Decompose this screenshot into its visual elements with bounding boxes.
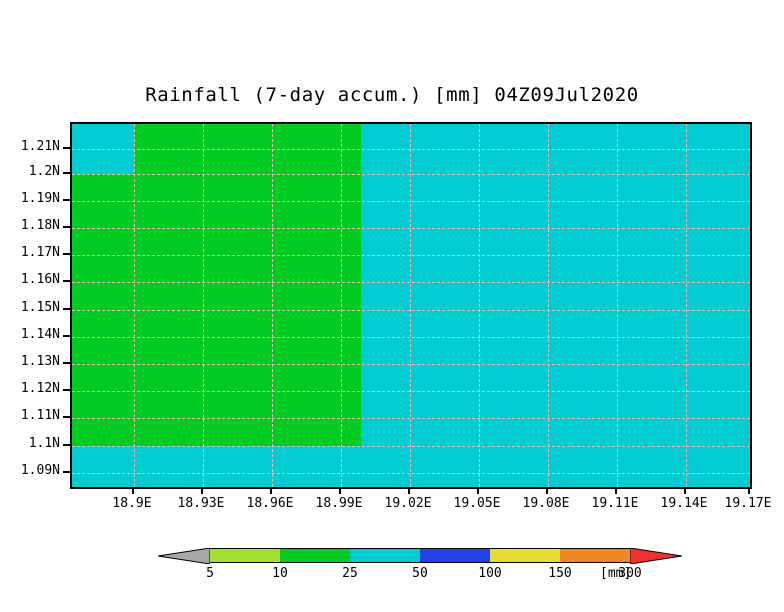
gridline-horizontal bbox=[72, 473, 750, 474]
colorbar-segment bbox=[210, 548, 280, 563]
colorbar-tick-label: 10 bbox=[272, 566, 288, 581]
x-axis-tick-mark bbox=[546, 487, 548, 494]
y-axis-tick-mark bbox=[63, 416, 70, 418]
x-axis-tick-label: 18.96E bbox=[246, 496, 294, 511]
colorbar-overflow-arrow bbox=[630, 548, 682, 564]
y-axis-tick-label: 1.19N bbox=[20, 191, 60, 206]
colorbar-segment bbox=[350, 548, 420, 563]
y-axis-tick-mark bbox=[63, 471, 70, 473]
x-axis-tick-label: 19.08E bbox=[522, 496, 570, 511]
x-axis-tick-mark bbox=[684, 487, 686, 494]
y-axis-tick-mark bbox=[63, 308, 70, 310]
gridline-vertical bbox=[548, 124, 549, 487]
gridline-vertical bbox=[341, 124, 342, 487]
gridline-horizontal bbox=[72, 228, 750, 229]
x-axis-tick-mark bbox=[748, 487, 750, 494]
colorbar-segment bbox=[420, 548, 490, 563]
gridline-horizontal bbox=[72, 174, 750, 175]
y-axis-tick-label: 1.1N bbox=[28, 436, 60, 451]
x-axis-tick-mark bbox=[408, 487, 410, 494]
y-axis-tick-label: 1.18N bbox=[20, 218, 60, 233]
colorbar-tick-label: 150 bbox=[548, 566, 572, 581]
y-axis-tick-mark bbox=[63, 389, 70, 391]
colorbar-underflow-arrow bbox=[158, 548, 210, 564]
y-axis-tick-mark bbox=[63, 226, 70, 228]
x-axis-tick-label: 18.99E bbox=[315, 496, 363, 511]
colorbar-segment bbox=[280, 548, 350, 563]
gridline-horizontal bbox=[72, 418, 750, 419]
y-axis-tick-label: 1.2N bbox=[28, 164, 60, 179]
y-axis-tick-label: 1.14N bbox=[20, 327, 60, 342]
x-axis-tick-mark bbox=[339, 487, 341, 494]
gridline-horizontal bbox=[72, 446, 750, 447]
colorbar-segment bbox=[560, 548, 630, 563]
x-axis-tick-mark bbox=[132, 487, 134, 494]
colorbar-tick-label: 5 bbox=[206, 566, 214, 581]
x-axis-tick-label: 19.14E bbox=[660, 496, 708, 511]
gridline-horizontal bbox=[72, 310, 750, 311]
gridline-horizontal bbox=[72, 255, 750, 256]
y-axis-tick-label: 1.21N bbox=[20, 139, 60, 154]
gridline-vertical bbox=[617, 124, 618, 487]
plot-area[interactable] bbox=[70, 122, 752, 489]
x-axis-tick-label: 18.93E bbox=[177, 496, 225, 511]
gridline-horizontal bbox=[72, 364, 750, 365]
gridline-vertical bbox=[750, 124, 751, 487]
y-axis-tick-mark bbox=[63, 147, 70, 149]
x-axis-tick-mark bbox=[270, 487, 272, 494]
y-axis-tick-mark bbox=[63, 253, 70, 255]
x-axis-tick-mark bbox=[201, 487, 203, 494]
x-axis-tick-label: 19.17E bbox=[724, 496, 772, 511]
y-axis-tick-mark bbox=[63, 280, 70, 282]
gridline-horizontal bbox=[72, 282, 750, 283]
x-axis-tick-label: 18.9E bbox=[112, 496, 152, 511]
gridline-horizontal bbox=[72, 201, 750, 202]
y-axis-tick-mark bbox=[63, 444, 70, 446]
y-axis-tick-label: 1.09N bbox=[20, 463, 60, 478]
x-axis-tick-mark bbox=[477, 487, 479, 494]
colorbar-tick-label: 50 bbox=[412, 566, 428, 581]
x-axis-tick-label: 19.05E bbox=[453, 496, 501, 511]
y-axis-tick-mark bbox=[63, 172, 70, 174]
y-axis-tick-label: 1.12N bbox=[20, 381, 60, 396]
y-axis-tick-label: 1.16N bbox=[20, 272, 60, 287]
y-axis-tick-label: 1.15N bbox=[20, 300, 60, 315]
y-axis-tick-mark bbox=[63, 335, 70, 337]
colorbar-tick-label: 300 bbox=[618, 566, 642, 581]
gridline-horizontal bbox=[72, 149, 750, 150]
colorbar-segment bbox=[490, 548, 560, 563]
gridline-vertical bbox=[410, 124, 411, 487]
gridline-vertical bbox=[272, 124, 273, 487]
y-axis-tick-mark bbox=[63, 362, 70, 364]
data-field bbox=[72, 124, 750, 487]
gridline-vertical bbox=[479, 124, 480, 487]
x-axis-tick-label: 19.11E bbox=[591, 496, 639, 511]
gridline-horizontal bbox=[72, 337, 750, 338]
colorbar-unit-label: [mm] bbox=[600, 566, 632, 581]
page-title: Rainfall (7-day accum.) [mm] 04Z09Jul202… bbox=[145, 84, 639, 106]
y-axis-tick-label: 1.11N bbox=[20, 408, 60, 423]
gridline-horizontal bbox=[72, 391, 750, 392]
colorbar-tick-label: 25 bbox=[342, 566, 358, 581]
gridline-vertical bbox=[686, 124, 687, 487]
colorbar-tick-label: 100 bbox=[478, 566, 502, 581]
y-axis-tick-label: 1.17N bbox=[20, 245, 60, 260]
gridline-vertical bbox=[134, 124, 135, 487]
gridline-vertical bbox=[203, 124, 204, 487]
x-axis-tick-mark bbox=[615, 487, 617, 494]
y-axis-tick-mark bbox=[63, 199, 70, 201]
y-axis-tick-label: 1.13N bbox=[20, 354, 60, 369]
x-axis-tick-label: 19.02E bbox=[384, 496, 432, 511]
